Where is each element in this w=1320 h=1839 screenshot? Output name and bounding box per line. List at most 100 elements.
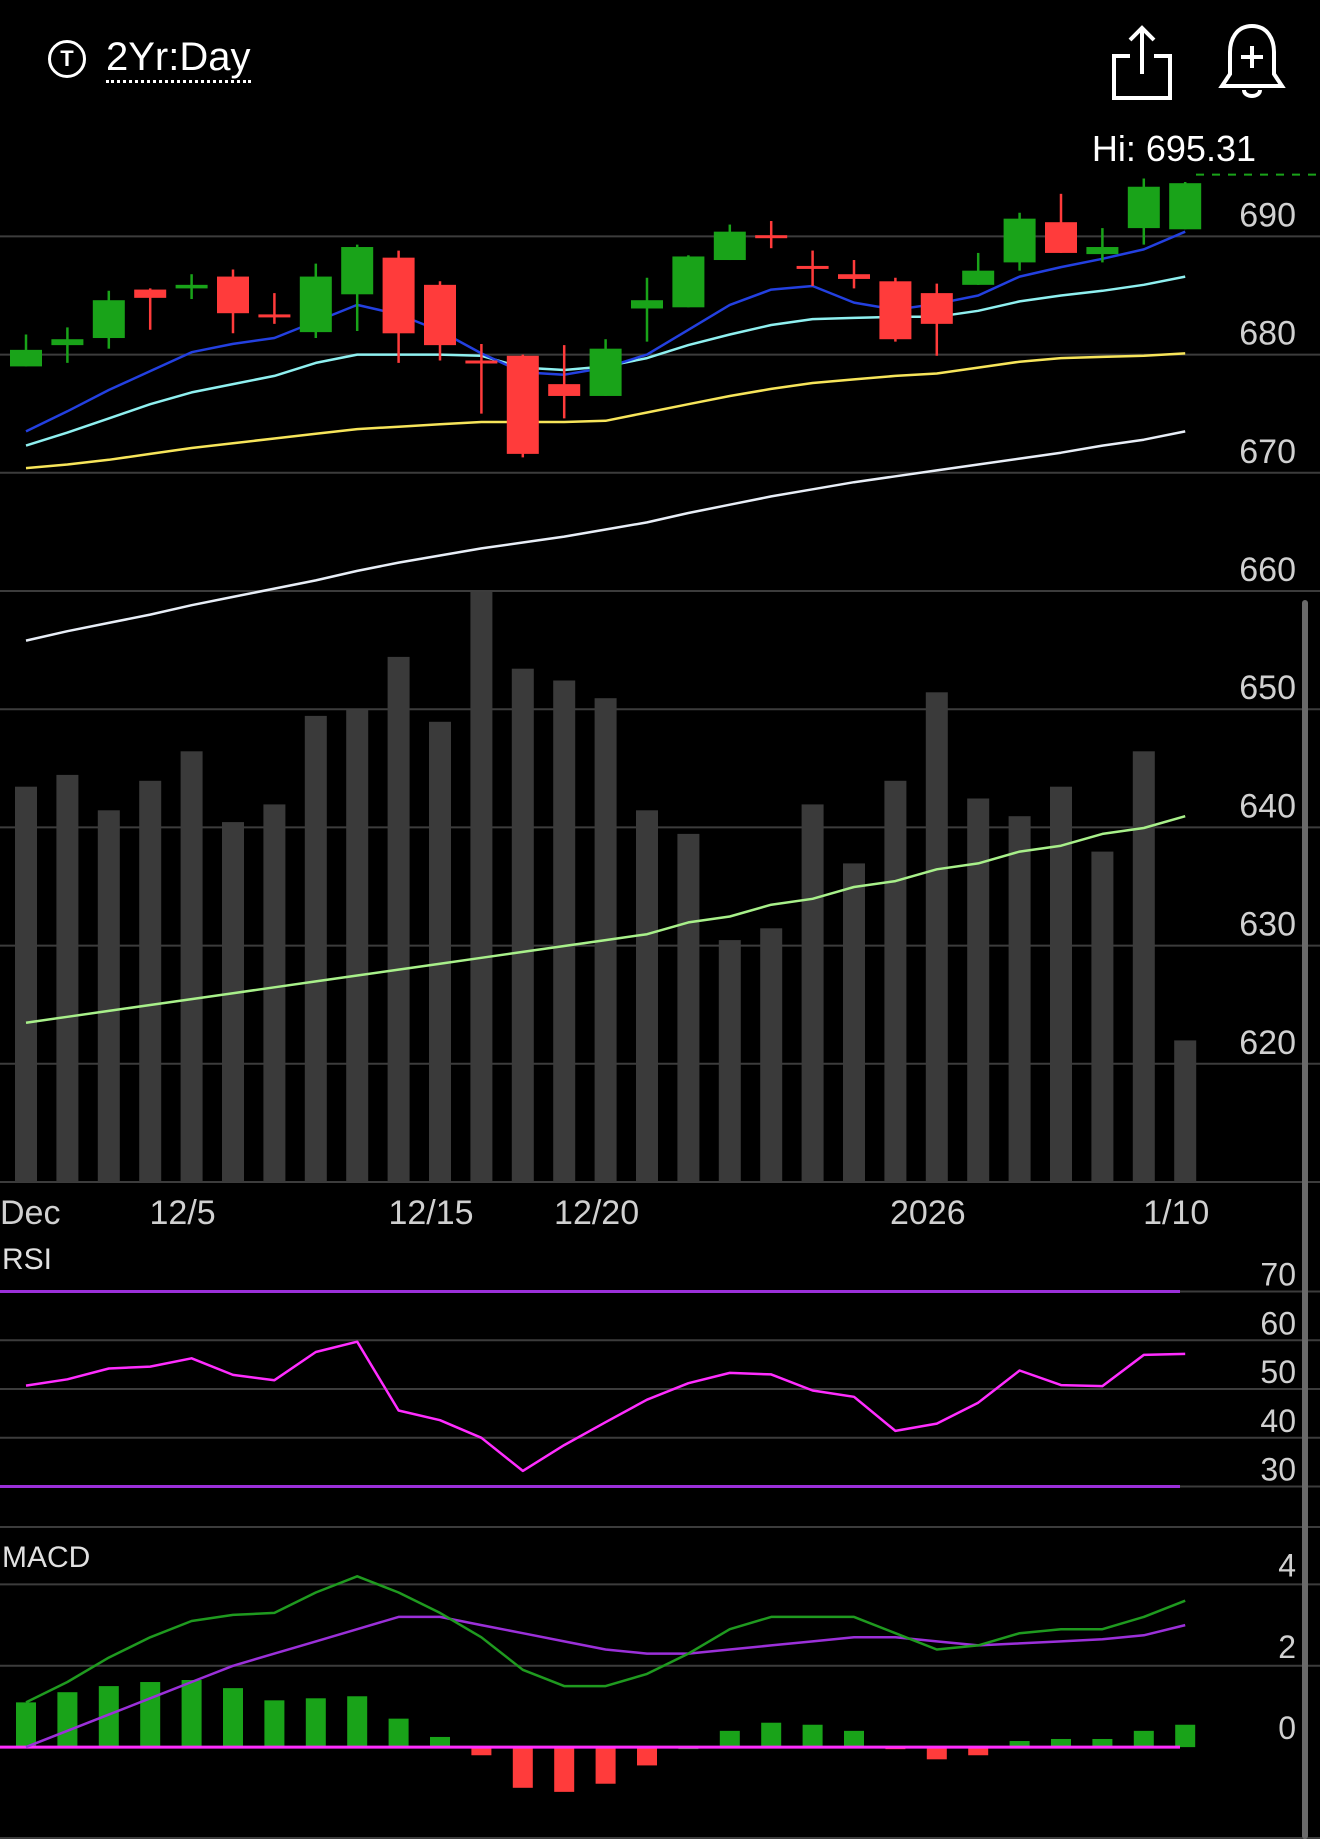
candle-body: [589, 348, 622, 396]
macd-histogram-bar: [1133, 1730, 1154, 1748]
candle: [1045, 193, 1077, 253]
macd-histogram-bar: [595, 1747, 616, 1784]
candle: [713, 224, 746, 261]
candlesticks: [10, 178, 1202, 458]
candle: [506, 354, 539, 458]
macd-histogram-bar: [844, 1730, 864, 1748]
candle-body: [51, 339, 84, 346]
volume-bar: [677, 833, 700, 1182]
macd-histogram-bar: [347, 1696, 368, 1748]
macd-signal-line: [25, 1615, 1186, 1749]
volume-bar: [263, 804, 286, 1182]
candle-body: [217, 276, 249, 314]
volume-bar: [222, 822, 244, 1182]
candle: [920, 283, 953, 356]
candle: [672, 255, 705, 308]
candle: [838, 260, 870, 289]
candle-body: [548, 384, 581, 396]
date-axis-labels: Dec 12/5 12/15 12/20 2026 1/10: [0, 1194, 1209, 1232]
candle-body: [920, 293, 953, 324]
candle-body: [1127, 186, 1160, 229]
candle-body: [796, 265, 829, 269]
candle-body: [10, 349, 42, 367]
price-tick-label: 620: [1239, 1024, 1296, 1062]
macd-tick-label: 4: [1278, 1547, 1296, 1583]
macd-histogram-bar: [802, 1724, 823, 1748]
macd-title: MACD: [2, 1541, 90, 1574]
volume-bar: [801, 804, 824, 1182]
volume-bar: [1174, 1040, 1197, 1182]
rsi-tick-label: 60: [1260, 1305, 1296, 1341]
candle: [134, 288, 167, 330]
macd-histogram-bar: [181, 1680, 202, 1748]
macd-histogram-bar: [471, 1747, 492, 1756]
candle: [1169, 182, 1202, 230]
add-alert-bell-icon[interactable]: [1218, 20, 1286, 104]
candle: [1086, 228, 1119, 263]
volume-bars: [15, 592, 1197, 1182]
price-axis-labels: 690 680 670 660 650 640 630 620: [1239, 196, 1296, 1061]
macd-histogram-bar: [719, 1730, 740, 1748]
candle-body: [92, 300, 125, 339]
rsi-tick-label: 70: [1260, 1257, 1296, 1293]
price-tick-label: 630: [1239, 906, 1296, 944]
candle: [299, 263, 332, 339]
candle: [258, 293, 291, 324]
volume-bar: [304, 715, 327, 1182]
price-tick-label: 660: [1239, 551, 1296, 589]
candle-body: [341, 247, 374, 295]
candle-body: [299, 276, 332, 333]
candle-body: [134, 289, 167, 298]
date-tick-label: 2026: [890, 1194, 966, 1232]
vertical-scrollbar[interactable]: [1302, 600, 1308, 1839]
macd-line: [25, 1575, 1186, 1704]
volume-bar: [967, 798, 990, 1182]
date-tick-label: 12/15: [388, 1194, 473, 1232]
candle-body: [175, 284, 208, 289]
candle: [1003, 212, 1036, 271]
candle: [796, 250, 829, 287]
rsi-line: [25, 1340, 1186, 1473]
period-selector[interactable]: 2Yr:Day: [106, 34, 251, 83]
volume-bar: [429, 721, 451, 1182]
candle-body: [1045, 222, 1077, 253]
price-tick-label: 670: [1239, 433, 1296, 471]
macd-histogram-bar: [637, 1747, 657, 1766]
candle: [92, 290, 125, 349]
candle-body: [755, 235, 788, 239]
date-tick-label: 12/5: [150, 1194, 216, 1232]
volume-bar: [760, 928, 783, 1182]
macd-histogram-bar: [968, 1747, 989, 1756]
volume-ma-line: [25, 814, 1186, 1024]
high-value-label: Hi: 695.31: [1091, 128, 1256, 169]
macd-histogram-bar: [1009, 1741, 1030, 1748]
volume-bar: [15, 786, 37, 1182]
price-tick-label: 640: [1239, 787, 1296, 825]
candle-body: [1169, 183, 1202, 230]
rsi-panel: 70 60 50 40 30: [0, 1257, 1320, 1528]
candle-body: [258, 314, 291, 318]
volume-bar: [470, 592, 493, 1182]
volume-bar: [511, 668, 534, 1182]
price-ma-line: [25, 430, 1186, 642]
period-icon[interactable]: T: [48, 40, 86, 78]
price-tick-label: 680: [1239, 315, 1296, 353]
macd-histogram-bar: [305, 1698, 326, 1748]
candle-body: [1003, 218, 1036, 263]
macd-histogram-bar: [57, 1692, 78, 1748]
date-tick-label: 1/10: [1143, 1194, 1209, 1232]
candle: [51, 327, 84, 363]
price-ma-line: [25, 352, 1186, 470]
volume-bar: [56, 774, 79, 1182]
macd-histogram-bar: [140, 1682, 161, 1748]
volume-bar: [636, 810, 658, 1182]
macd-histogram-bar: [926, 1747, 947, 1760]
share-icon[interactable]: [1110, 22, 1174, 102]
candle-body: [879, 281, 912, 340]
candle: [631, 277, 663, 342]
date-tick-label: Dec: [0, 1194, 60, 1232]
macd-tick-label: 0: [1278, 1710, 1296, 1746]
volume-bar: [1091, 851, 1114, 1182]
rsi-tick-label: 40: [1260, 1403, 1296, 1439]
